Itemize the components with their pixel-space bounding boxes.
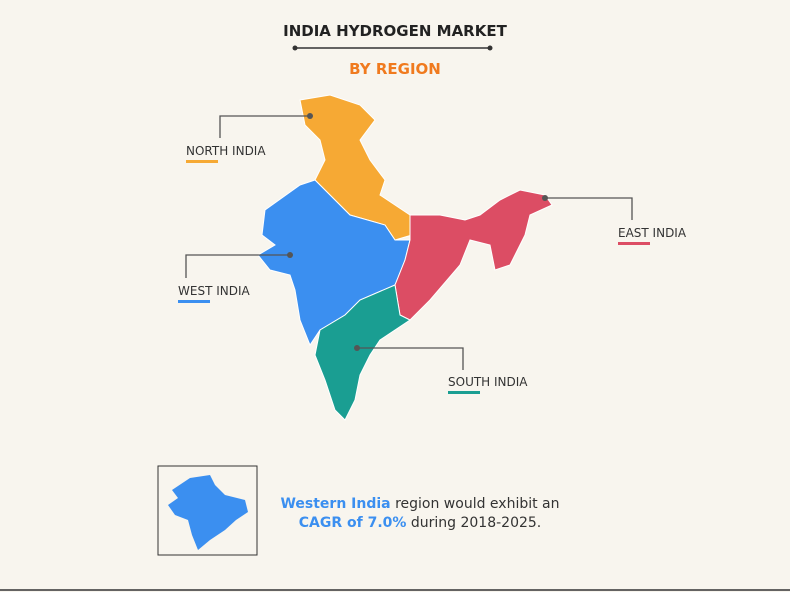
callout-highlight: CAGR of 7.0% [299,515,407,531]
south-india-shape [314,284,411,421]
label-underline [618,242,650,245]
region-label: NORTH INDIA [186,144,266,158]
rule-dot [487,45,493,51]
inset-map [168,475,248,550]
label-underline [186,160,218,163]
region-label: EAST INDIA [618,226,687,240]
subtitle: BY REGION [349,60,441,78]
pointer [357,347,464,370]
title: INDIA HYDROGEN MARKET [283,22,507,40]
rule-dot [292,45,298,51]
pointer-dot [287,252,293,258]
pointer-dot [542,195,548,201]
pointer [545,197,633,220]
inset-frame [157,465,258,556]
pointer [185,254,290,278]
region-label: SOUTH INDIA [448,375,528,389]
callout-line: CAGR of 7.0% during 2018-2025. [299,515,542,531]
callout-highlight: Western India [280,496,390,512]
label-underline [448,391,480,394]
region-label: WEST INDIA [178,284,251,298]
callout-text: during 2018-2025. [411,515,541,531]
callout-line: Western India region would exhibit an [280,496,559,512]
pointer [219,115,310,138]
pointer-dot [354,345,360,351]
label-underline [178,300,210,303]
pointer-dot [307,113,313,119]
callout-text: region would exhibit an [395,496,559,512]
